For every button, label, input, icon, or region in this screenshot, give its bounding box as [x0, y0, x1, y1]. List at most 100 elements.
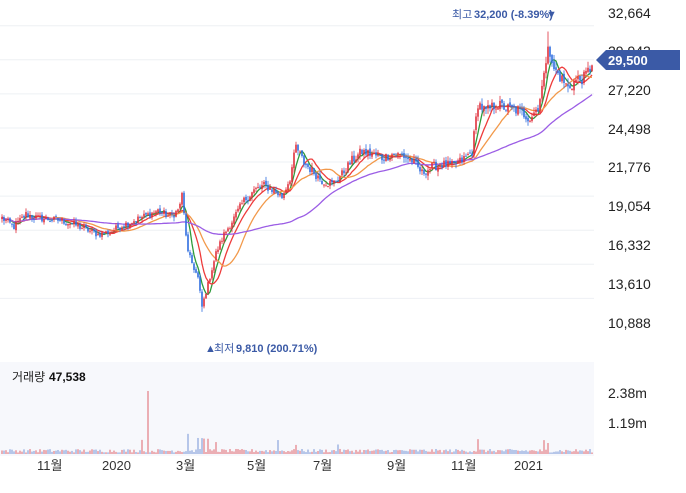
candle-body: [7, 218, 9, 220]
candle-body: [443, 160, 445, 167]
candle-body: [289, 181, 291, 185]
volume-bar: [411, 449, 413, 454]
volume-bar: [555, 451, 557, 454]
candle-body: [403, 153, 405, 158]
volume-bar: [111, 451, 113, 454]
volume-bar: [435, 448, 437, 454]
high-marker: ▼: [546, 9, 557, 21]
volume-bar: [463, 450, 465, 454]
candle-body: [467, 153, 469, 155]
volume-bar: [141, 439, 143, 454]
volume-bar: [161, 450, 163, 454]
volume-bar: [1, 450, 3, 454]
volume-bar: [547, 443, 549, 454]
candle-body: [117, 224, 119, 229]
volume-bar: [467, 452, 469, 454]
candle-body: [137, 216, 139, 224]
candle-body: [135, 221, 137, 223]
x-tick-label: 2021: [514, 458, 543, 473]
candle-body: [51, 220, 53, 222]
candle-body: [489, 105, 491, 109]
candle-body: [17, 221, 19, 223]
volume-bar: [21, 451, 23, 454]
volume-bar: [417, 451, 419, 454]
candle-body: [47, 217, 49, 221]
volume-bar: [293, 449, 295, 454]
volume-bar: [543, 440, 545, 454]
candle-body: [93, 229, 95, 232]
volume-bar: [259, 450, 261, 454]
volume-bar: [157, 449, 159, 454]
candle-body: [511, 104, 513, 107]
volume-bar: [231, 451, 233, 454]
volume-bar: [565, 449, 567, 454]
volume-bar: [87, 451, 89, 454]
volume-bar: [41, 451, 43, 454]
candle-body: [211, 270, 213, 279]
candle-body: [567, 84, 569, 87]
volume-bar: [503, 451, 505, 454]
candle-body: [569, 85, 571, 89]
candle-body: [57, 218, 59, 221]
candle-body: [429, 168, 431, 170]
volume-bar: [527, 451, 529, 454]
candle-body: [79, 224, 81, 229]
volume-bar: [123, 449, 125, 454]
volume-bar: [505, 449, 507, 454]
candle-body: [575, 79, 577, 83]
candle-body: [557, 70, 559, 74]
y-tick-label: 24,498: [608, 121, 651, 137]
candle-body: [543, 72, 545, 87]
candle-body: [233, 216, 235, 224]
volume-bar: [23, 449, 25, 454]
volume-bar: [445, 449, 447, 454]
volume-tick-label: 1.19m: [608, 415, 647, 431]
volume-bar: [119, 452, 121, 454]
volume-bar: [387, 450, 389, 454]
volume-bar: [159, 449, 161, 454]
candle-body: [329, 181, 331, 186]
candle-body: [167, 215, 169, 217]
candle-body: [133, 221, 135, 224]
volume-bar: [519, 451, 521, 454]
candle-body: [85, 224, 87, 228]
candle-body: [273, 189, 275, 194]
volume-bar: [17, 452, 19, 454]
candle-body: [199, 276, 201, 291]
volume-bar: [317, 451, 319, 454]
volume-bar: [539, 449, 541, 454]
candle-body: [327, 186, 329, 188]
candle-body: [483, 105, 485, 111]
volume-bar: [401, 450, 403, 454]
volume-bar: [287, 451, 289, 454]
volume-bar: [75, 449, 77, 454]
candle-body: [441, 165, 443, 168]
candle-body: [531, 116, 533, 121]
candle-body: [69, 223, 71, 225]
volume-bar: [437, 450, 439, 454]
volume-bar: [217, 451, 219, 454]
volume-bar: [151, 450, 153, 454]
candle-body: [375, 152, 377, 156]
candle-body: [71, 223, 73, 225]
volume-bar: [433, 451, 435, 454]
candle-body: [283, 193, 285, 199]
volume-bar: [409, 449, 411, 454]
y-tick-label: 13,610: [608, 276, 651, 292]
volume-bar: [215, 442, 217, 454]
volume-bar: [299, 450, 301, 454]
volume-bar: [71, 450, 73, 454]
volume-bar: [491, 451, 493, 454]
volume-bar: [181, 452, 183, 454]
candle-body: [139, 216, 141, 219]
candle-body: [197, 272, 199, 278]
volume-bar: [285, 452, 287, 454]
candle-body: [357, 154, 359, 160]
candle-body: [395, 155, 397, 157]
candle-body: [381, 154, 383, 161]
candle-body: [411, 158, 413, 163]
volume-bar: [167, 450, 169, 454]
volume-bar: [269, 450, 271, 454]
candle-body: [195, 269, 197, 273]
